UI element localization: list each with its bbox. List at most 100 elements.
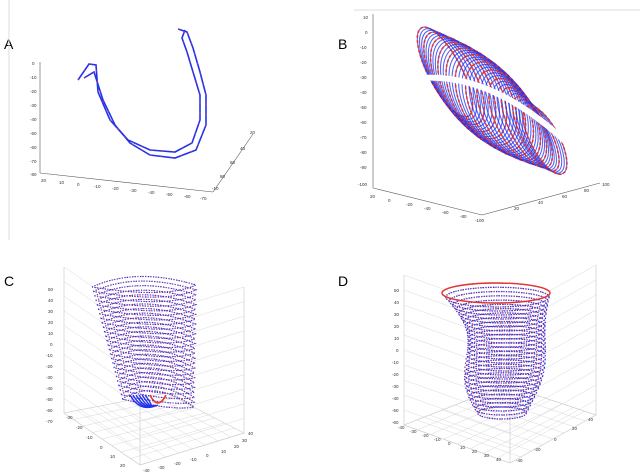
contour-ring-red (105, 326, 197, 344)
z-tick: 40 (394, 300, 400, 305)
ventricle-surface-b (416, 26, 568, 176)
contour-ring (119, 380, 196, 400)
grid-line (63, 325, 141, 378)
contour-ring-red (464, 316, 546, 336)
x-tick: -10 (434, 437, 441, 442)
z-tick: 40 (48, 298, 54, 303)
grid-line (153, 395, 232, 438)
contour-ring (458, 303, 547, 324)
grid-line (509, 384, 597, 434)
grid-line (509, 264, 597, 314)
z-tick-labels-d: 50 40 30 20 10 0 -10 -20 -30 -40 -50 -60 (392, 288, 400, 425)
contour-ring (464, 359, 546, 376)
grid-line (120, 422, 225, 453)
contour-ring-red (465, 380, 539, 396)
z-tick: -30 (46, 375, 53, 380)
grid-line (403, 304, 511, 344)
contour-ring (92, 280, 198, 298)
panel-a: A 0 -10 -20 -30 -40 -50 -60 -70 -80 20 1… (0, 0, 320, 240)
grid-line (496, 411, 585, 459)
y-tick: 60 (230, 160, 236, 165)
z-tick: -10 (30, 75, 37, 80)
contour-ring-red (437, 41, 508, 140)
x-tick-labels-d: -40 -30 -20 -10 0 10 20 30 40 (398, 425, 502, 462)
contour-ring-red (111, 349, 196, 367)
grid-line (403, 409, 511, 449)
contour-ring (110, 349, 197, 367)
z-tick: -40 (46, 386, 53, 391)
z-tick: -40 (360, 90, 367, 95)
contour-ring (463, 367, 544, 384)
x-tick: -10 (94, 184, 101, 189)
x-tick-labels-a: 20 10 0 -10 -20 -30 -40 -50 -60 -70 (41, 178, 207, 201)
z-tick: -90 (360, 165, 367, 170)
contour-ring-red (113, 358, 196, 376)
contour-ring-red (99, 303, 197, 321)
contour-ring-red (114, 363, 196, 381)
x-tick-labels-b: 20 0 -20 -40 -60 -80 -100 (370, 194, 485, 223)
y-tick-labels-c: -40 -30 -20 -10 0 10 20 30 40 (143, 431, 254, 473)
y-tick: 30 (242, 438, 248, 443)
contour-ring (101, 312, 197, 330)
x-tick: 0 (448, 441, 451, 446)
panel-c: C 50 40 30 20 10 0 -10 -20 -30 -40 -50 -… (0, 245, 320, 474)
grid-line (509, 309, 597, 359)
grid-line (403, 394, 511, 434)
contour-ring-red (466, 325, 546, 344)
contour-plot-a: 0 -10 -20 -30 -40 -50 -60 -70 -80 20 10 … (8, 0, 256, 240)
z-tick: -50 (392, 408, 399, 413)
surface-plot-b: 10 0 -10 -20 -30 -40 -50 -60 -70 -80 -90… (354, 9, 640, 223)
contour-ring-red (466, 321, 546, 340)
z-tick: 10 (394, 336, 400, 341)
z-tick-labels-b: 10 0 -10 -20 -30 -40 -50 -60 -70 -80 -90… (358, 15, 369, 187)
y-tick: 40 (248, 431, 254, 436)
z-tick: -60 (46, 408, 53, 413)
y-tick: -20 (174, 461, 181, 466)
grid-line (509, 399, 597, 449)
z-tick: 0 (50, 342, 53, 347)
grid-line (63, 369, 141, 422)
y-tick-labels-a: 20 40 60 80 -10 (212, 130, 256, 191)
x-tick: -30 (410, 429, 417, 434)
grid-line (63, 354, 141, 407)
contour-ring (118, 376, 196, 395)
y-tick: -40 (516, 458, 523, 463)
x-tick: 10 (460, 445, 466, 450)
grid-line (483, 407, 574, 454)
contour-ring-red (464, 376, 541, 392)
y-tick: 20 (250, 130, 256, 135)
grid-line (509, 339, 597, 389)
z-tick: -70 (46, 419, 53, 424)
x-tick: 20 (41, 178, 47, 183)
grid-line (403, 379, 511, 419)
z-tick: 0 (396, 348, 399, 353)
x-tick: 40 (496, 457, 502, 462)
y-tick: 100 (602, 182, 610, 187)
z-tick: 30 (48, 309, 54, 314)
grid-line (139, 432, 245, 466)
contour-ring (115, 367, 196, 386)
contour-ring (469, 393, 534, 408)
contour-ring-red (468, 389, 535, 404)
contour-ring (102, 317, 197, 335)
ventricle-mesh-d (441, 282, 551, 420)
contour-ring-red (464, 359, 545, 376)
z-tick: -30 (360, 75, 367, 80)
y-tick: -20 (534, 447, 541, 452)
grid-line (480, 394, 575, 428)
z-tick-labels-c: 50 40 30 20 10 0 -10 -20 -30 -40 -50 -60… (46, 287, 54, 424)
y-tick: 80 (584, 188, 590, 193)
x-tick: -50 (166, 192, 173, 197)
x-tick: -20 (406, 202, 413, 207)
x-tick: 20 (472, 449, 478, 454)
panel-label-c: C (4, 273, 15, 289)
z-tick: 50 (48, 287, 54, 292)
panel-b: B 10 0 -10 -20 -30 -40 -50 -60 -70 -80 -… (320, 0, 640, 240)
grid-line (470, 403, 563, 449)
apex-contour-red (149, 394, 167, 404)
contour-ring (464, 355, 546, 372)
z-tick: 0 (32, 61, 35, 66)
contour-ring-red (429, 36, 497, 133)
z-tick: -10 (46, 353, 53, 358)
contour-ring-red (466, 342, 546, 360)
